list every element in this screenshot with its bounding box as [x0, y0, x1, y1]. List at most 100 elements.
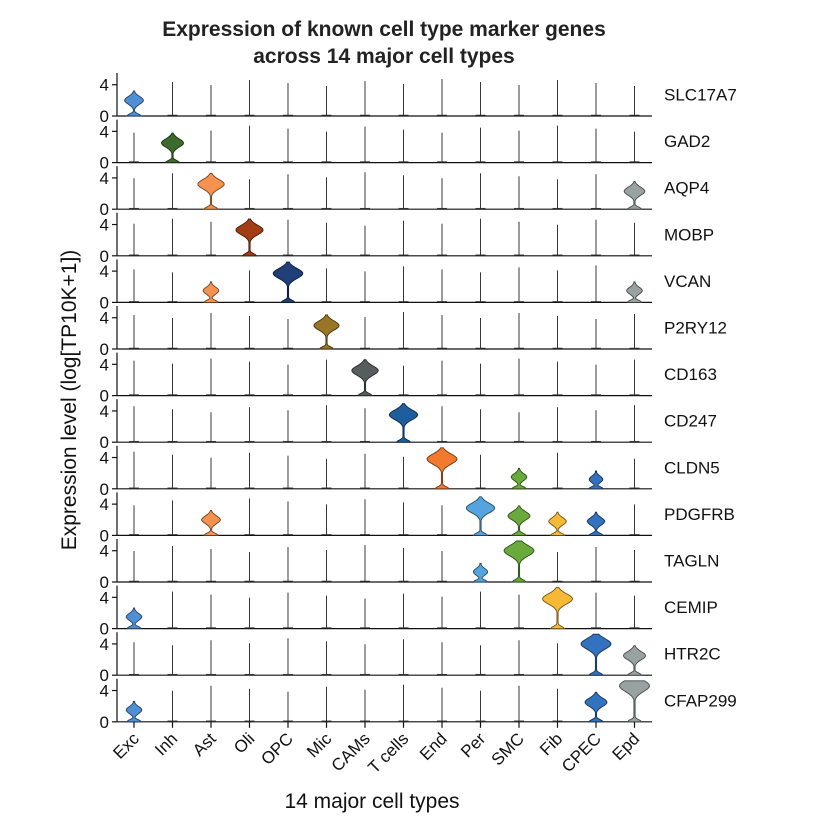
gene-label-vcan: VCAN — [664, 272, 711, 291]
y-tick-label: 4 — [100, 262, 109, 281]
violin-opc — [272, 261, 304, 303]
panel-cldn5: 0 4 CLDN5 — [100, 445, 720, 499]
gene-label-cemip: CEMIP — [664, 598, 718, 617]
panel-slc17a7: 0 4 SLC17A7 — [100, 73, 737, 126]
panel-pdgfrb: 0 4 PDGFRB — [100, 492, 735, 545]
y-tick-label: 4 — [100, 402, 109, 421]
x-tick-label-cams: CAMs — [328, 729, 374, 775]
y-tick-label: 0 — [100, 340, 109, 359]
x-tick-label-epd: Epd — [609, 729, 644, 764]
x-tick-label-opc: OPC — [257, 729, 296, 768]
x-axis-title: 14 major cell types — [284, 790, 459, 813]
violin-per — [465, 496, 496, 536]
violin-inh — [161, 132, 184, 164]
violin-exc — [125, 607, 143, 630]
gene-label-pdgfrb: PDGFRB — [664, 505, 735, 524]
y-tick-label: 4 — [100, 542, 109, 561]
gene-label-p2ry12: P2RY12 — [664, 319, 727, 338]
y-tick-label: 0 — [100, 433, 109, 452]
y-tick-label: 4 — [100, 682, 109, 701]
x-tick-label-t-cells: T cells — [364, 729, 412, 777]
y-tick-label: 4 — [100, 495, 109, 514]
violin-ast — [201, 509, 221, 536]
y-tick-label: 4 — [100, 309, 109, 328]
panel-cd163: 0 4 CD163 — [100, 352, 717, 406]
violin-ast — [197, 172, 225, 210]
y-tick-label: 0 — [100, 666, 109, 685]
gene-label-mobp: MOBP — [664, 225, 714, 244]
y-tick-label: 0 — [100, 573, 109, 592]
y-tick-label: 0 — [100, 713, 109, 732]
panel-tagln: 0 4 TAGLN — [100, 539, 719, 592]
violin-ast — [202, 281, 220, 303]
y-tick-label: 0 — [100, 620, 109, 639]
violin-mic — [313, 314, 340, 350]
gene-label-cd163: CD163 — [664, 365, 717, 384]
x-tick-label-inh: Inh — [151, 729, 181, 759]
y-tick-label: 0 — [100, 247, 109, 266]
y-tick-label: 4 — [100, 169, 109, 188]
violin-cams — [351, 359, 379, 397]
gene-label-slc17a7: SLC17A7 — [664, 86, 737, 105]
panel-htr2c: 0 4 HTR2C — [100, 632, 721, 685]
x-tick-label-smc: SMC — [488, 729, 528, 769]
y-tick-label: 4 — [100, 588, 109, 607]
gene-label-aqp4: AQP4 — [664, 179, 709, 198]
panel-cfap299: 0 4 CFAP299 — [100, 678, 737, 732]
violin-epd — [619, 680, 650, 723]
violin-per — [472, 562, 489, 583]
x-tick-label-ast: Ast — [189, 729, 220, 760]
y-tick-label: 4 — [100, 122, 109, 141]
y-axis-title: Expression level (log[TP10K+1]) — [58, 250, 81, 551]
y-tick-label: 4 — [100, 76, 109, 95]
panel-cemip: 0 4 CEMIP — [100, 585, 718, 639]
panel-p2ry12: 0 4 P2RY12 — [100, 306, 727, 359]
gene-label-tagln: TAGLN — [664, 552, 719, 571]
violin-oli — [235, 218, 264, 257]
y-tick-label: 0 — [100, 154, 109, 173]
violin-panels: 04SLC17A704GAD204AQP404MOBP04VCAN04P2RY1… — [100, 73, 737, 732]
x-tick-label-fib: Fib — [536, 729, 566, 759]
violin-t-cells — [388, 403, 419, 443]
violin-smc — [503, 540, 535, 583]
violin-smc — [510, 467, 528, 490]
violin-cpec — [580, 633, 612, 676]
x-tick-label-oli: Oli — [230, 729, 258, 757]
gene-label-gad2: GAD2 — [664, 132, 710, 151]
violin-end — [426, 447, 458, 490]
panel-gad2: 0 4 GAD2 — [100, 119, 710, 173]
panel-mobp: 0 4 MOBP — [100, 212, 714, 266]
y-tick-label: 0 — [100, 526, 109, 545]
y-tick-label: 0 — [100, 107, 109, 126]
violin-exc — [125, 700, 143, 723]
x-tick-label-cpec: CPEC — [558, 729, 605, 776]
violin-exc — [124, 90, 144, 117]
violin-epd — [626, 281, 643, 303]
x-tick-label-mic: Mic — [303, 729, 335, 761]
violin-cpec — [586, 511, 606, 536]
chart-title-line-2: across 14 major cell types — [253, 45, 515, 68]
violin-smc — [507, 505, 531, 536]
violin-epd — [623, 645, 646, 676]
panel-cd247: 0 4 CD247 — [100, 399, 717, 452]
violin-epd — [623, 181, 646, 210]
y-tick-label: 0 — [100, 387, 109, 406]
y-tick-label: 0 — [100, 480, 109, 499]
y-tick-label: 4 — [100, 449, 109, 468]
violin-cpec — [588, 470, 604, 490]
x-tick-label-exc: Exc — [109, 729, 143, 763]
violin-fib — [542, 587, 573, 630]
chart-title-line-1: Expression of known cell type marker gen… — [162, 18, 606, 41]
panel-vcan: 0 4 VCAN — [100, 259, 711, 312]
gene-label-cd247: CD247 — [664, 412, 717, 431]
y-tick-label: 4 — [100, 355, 109, 374]
y-tick-label: 4 — [100, 216, 109, 235]
gene-label-cfap299: CFAP299 — [664, 691, 737, 710]
x-tick-label-per: Per — [457, 729, 489, 761]
x-tick-label-end: End — [416, 729, 451, 764]
violin-cpec — [584, 691, 608, 723]
violin-fib — [548, 511, 567, 536]
y-tick-label: 4 — [100, 635, 109, 654]
